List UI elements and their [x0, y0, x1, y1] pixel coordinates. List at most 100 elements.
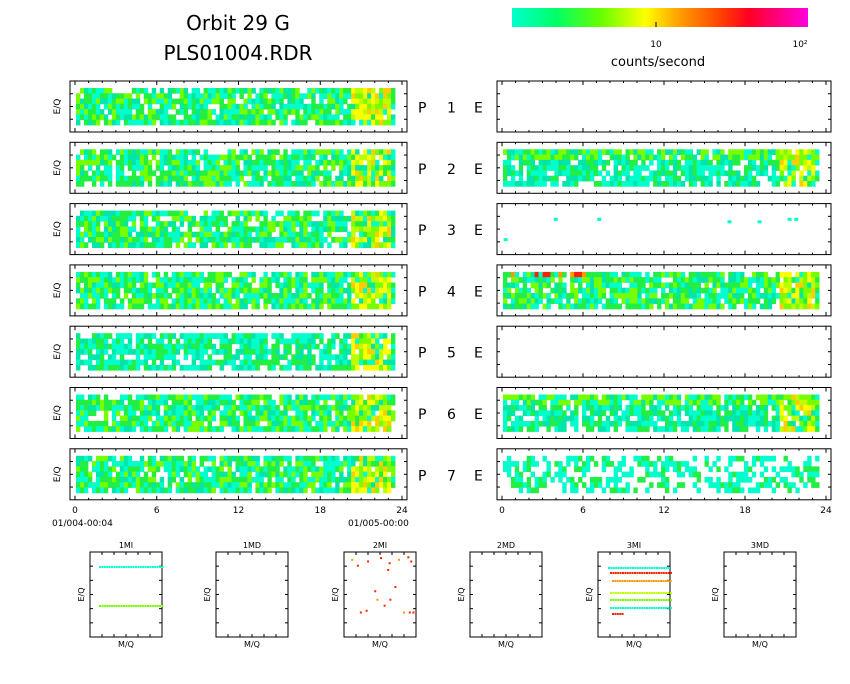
heat-cell — [748, 298, 752, 304]
heat-cell — [543, 176, 547, 182]
heat-cell — [562, 395, 566, 401]
heat-cell — [347, 282, 351, 288]
heat-cell — [347, 360, 351, 366]
heat-cell — [88, 365, 92, 371]
heat-cell — [764, 170, 768, 176]
heat-cell — [550, 421, 554, 427]
heat-cell — [112, 277, 116, 283]
heat-cell — [618, 176, 622, 182]
heat-cell — [204, 416, 208, 422]
heat-cell — [271, 333, 275, 339]
heat-cell — [594, 277, 598, 283]
heat-cell — [259, 338, 263, 344]
heat-cell — [367, 426, 371, 432]
heat-cell — [387, 400, 391, 406]
heat-cell — [283, 426, 287, 432]
heat-cell — [574, 293, 578, 299]
heat-cell — [570, 155, 574, 161]
heat-cell — [582, 395, 586, 401]
heat-cell — [251, 298, 255, 304]
heat-cell — [160, 170, 164, 176]
heat-cell — [701, 400, 705, 406]
heat-cell — [673, 282, 677, 288]
heat-cell — [295, 237, 299, 243]
heat-cell — [148, 298, 152, 304]
heat-cell — [80, 176, 84, 182]
heat-cell — [136, 395, 140, 401]
heat-cell — [803, 277, 807, 283]
heat-cell — [590, 426, 594, 432]
heat-cell — [507, 405, 511, 411]
heat-cell — [76, 421, 80, 427]
heat-cell — [208, 426, 212, 432]
heat-cell — [212, 272, 216, 278]
heat-cell — [80, 395, 84, 401]
heat-cell — [744, 405, 748, 411]
heat-cell — [200, 277, 204, 283]
heat-cell — [705, 181, 709, 187]
heat-cell — [367, 176, 371, 182]
heat-cell — [124, 360, 128, 366]
heat-cell — [200, 410, 204, 416]
heat-cell — [641, 410, 645, 416]
heat-cell — [76, 120, 80, 126]
heat-cell — [204, 349, 208, 355]
heat-cell — [610, 304, 614, 310]
heat-cell — [148, 293, 152, 299]
heat-cell — [236, 349, 240, 355]
heat-cell — [204, 365, 208, 371]
heat-cell — [220, 221, 224, 227]
heat-cell — [132, 277, 136, 283]
heat-cell — [511, 304, 515, 310]
heat-cell — [112, 354, 116, 360]
heat-cell — [267, 410, 271, 416]
heat-cell — [104, 338, 108, 344]
heat-cell — [803, 400, 807, 406]
heat-cell — [355, 360, 359, 366]
heat-cell — [379, 114, 383, 120]
heat-cell — [200, 237, 204, 243]
heat-cell — [784, 421, 788, 427]
heat-cell — [228, 155, 232, 161]
heat-cell — [232, 165, 236, 171]
heat-cell — [291, 277, 295, 283]
heat-cell — [772, 282, 776, 288]
heat-cell — [543, 293, 547, 299]
heat-cell — [92, 400, 96, 406]
heat-cell — [144, 288, 148, 294]
heat-cell — [539, 421, 543, 427]
heat-cell — [176, 298, 180, 304]
heat-cell — [633, 426, 637, 432]
heat-cell — [558, 405, 562, 411]
heat-cell — [606, 400, 610, 406]
heat-cell — [355, 338, 359, 344]
heat-cell — [503, 421, 507, 427]
heat-cell — [188, 242, 192, 248]
heat-cell — [76, 99, 80, 105]
heat-cell — [259, 405, 263, 411]
heat-cell — [748, 282, 752, 288]
heat-cell — [720, 304, 724, 310]
heat-cell — [164, 421, 168, 427]
heat-cell — [614, 282, 618, 288]
heat-cell — [148, 226, 152, 232]
heat-cell — [375, 288, 379, 294]
heat-cell — [363, 282, 367, 288]
heat-cell — [622, 181, 626, 187]
heat-cell — [243, 237, 247, 243]
heat-cell — [582, 277, 586, 283]
heat-cell — [543, 272, 547, 278]
heat-cell — [311, 226, 315, 232]
heat-cell — [180, 400, 184, 406]
heat-cell — [164, 333, 168, 339]
heat-cell — [625, 160, 629, 166]
heat-cell — [136, 344, 140, 350]
heat-cell — [503, 277, 507, 283]
heat-cell — [586, 304, 590, 310]
heat-cell — [303, 416, 307, 422]
heat-cell — [176, 344, 180, 350]
heat-cell — [355, 176, 359, 182]
heat-cell — [566, 405, 570, 411]
heat-cell — [331, 114, 335, 120]
heat-cell — [633, 405, 637, 411]
